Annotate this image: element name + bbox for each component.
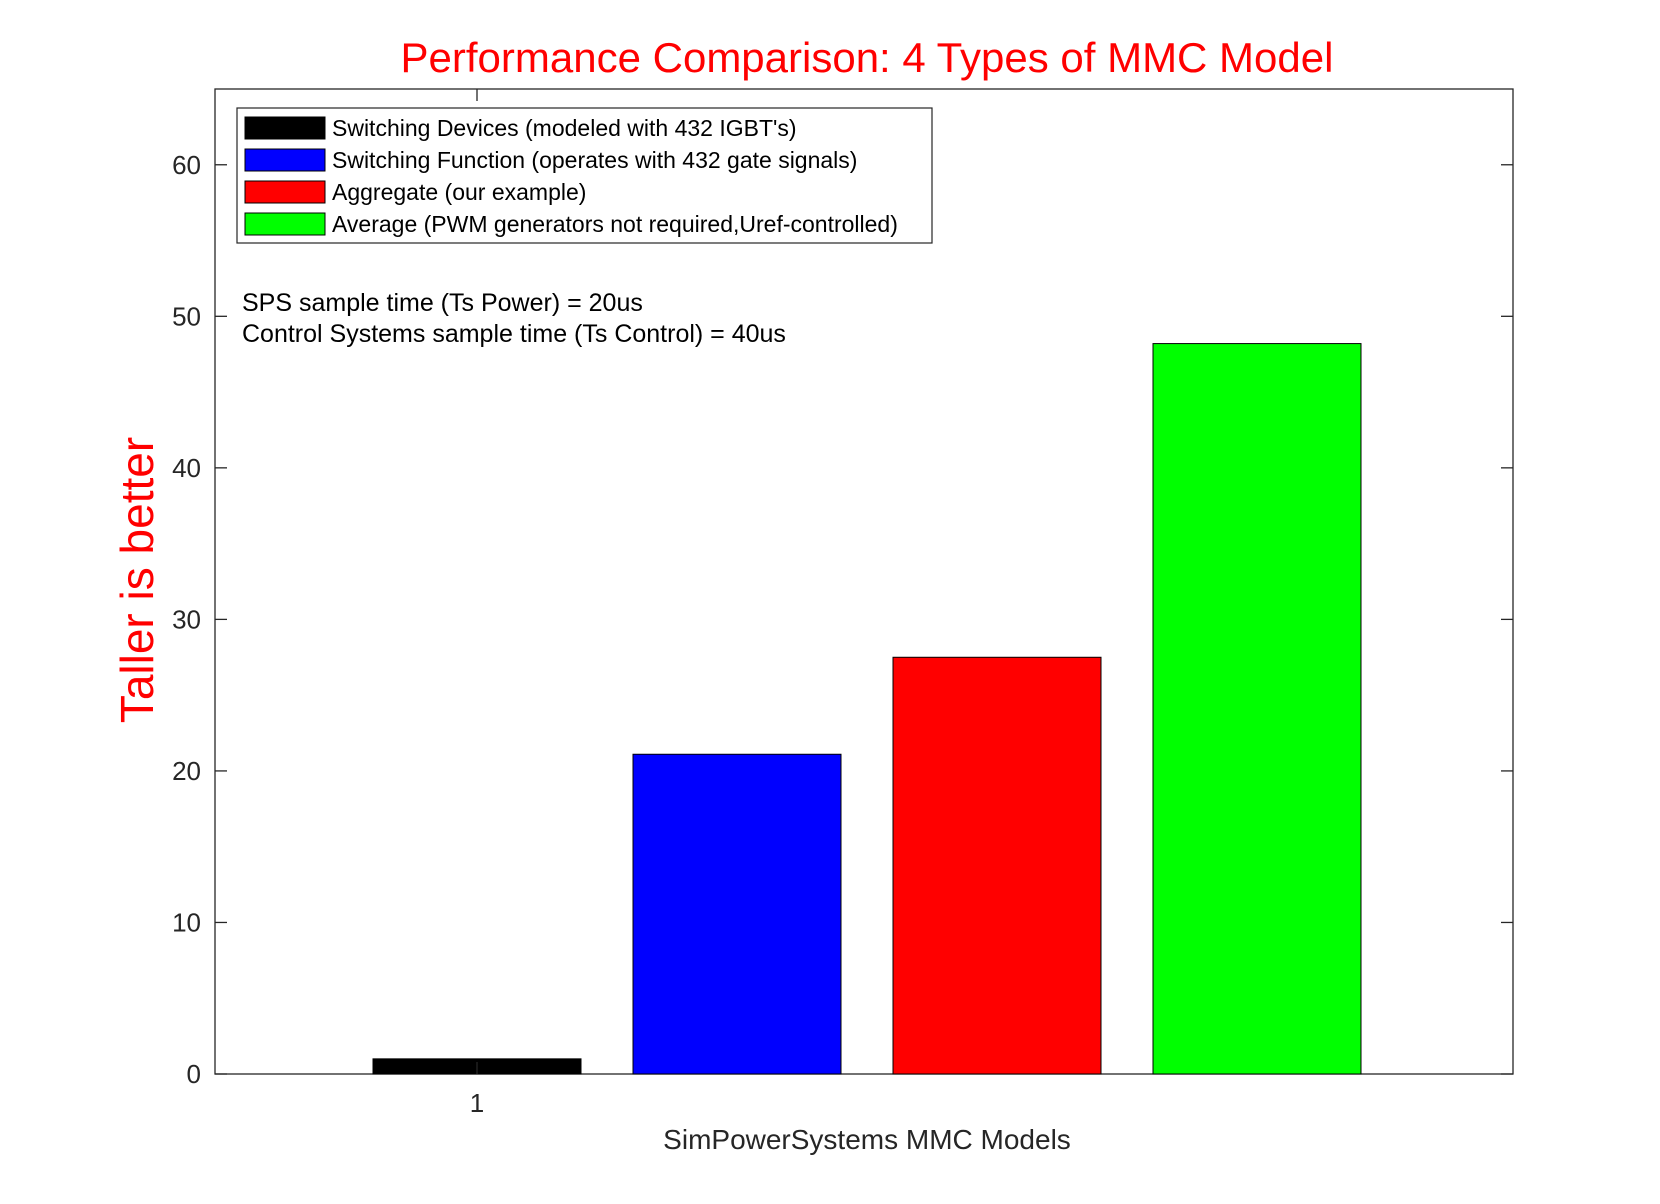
bars [372,343,1362,1075]
legend-entry-label: Aggregate (our example) [332,179,586,205]
annotation-line: SPS sample time (Ts Power) = 20us [242,289,643,317]
y-tick-label: 50 [172,301,201,331]
x-axis-label: SimPowerSystems MMC Models [663,1124,1071,1155]
legend-entry-label: Switching Function (operates with 432 ga… [332,147,857,173]
legend-swatch [244,180,326,204]
legend-entry-label: Switching Devices (modeled with 432 IGBT… [332,115,797,141]
annotation: SPS sample time (Ts Power) = 20us Control… [242,289,786,348]
x-ticks: 1 [470,89,484,1118]
legend-entry-label: Average (PWM generators not required,Ure… [332,211,898,237]
legend-swatch [244,212,326,236]
bar-3 [892,656,1102,1075]
y-axis-label: Taller is better [111,437,163,723]
annotation-line: Control Systems sample time (Ts Control)… [242,320,786,348]
legend-swatch [244,116,326,140]
y-tick-label: 40 [172,453,201,483]
bar-4 [1152,343,1362,1075]
legend: Switching Devices (modeled with 432 IGBT… [236,107,933,244]
chart-title: Performance Comparison: 4 Types of MMC M… [401,34,1334,81]
bar-2 [632,753,842,1075]
y-tick-label: 10 [172,907,201,937]
y-tick-label: 30 [172,604,201,634]
y-ticks: 0 10 20 30 40 50 60 [172,150,1513,1089]
legend-swatch [244,148,326,172]
y-tick-label: 60 [172,150,201,180]
y-tick-label: 20 [172,756,201,786]
legend-box [236,107,933,244]
y-tick-label: 0 [187,1059,201,1089]
x-tick-label: 1 [470,1088,484,1118]
